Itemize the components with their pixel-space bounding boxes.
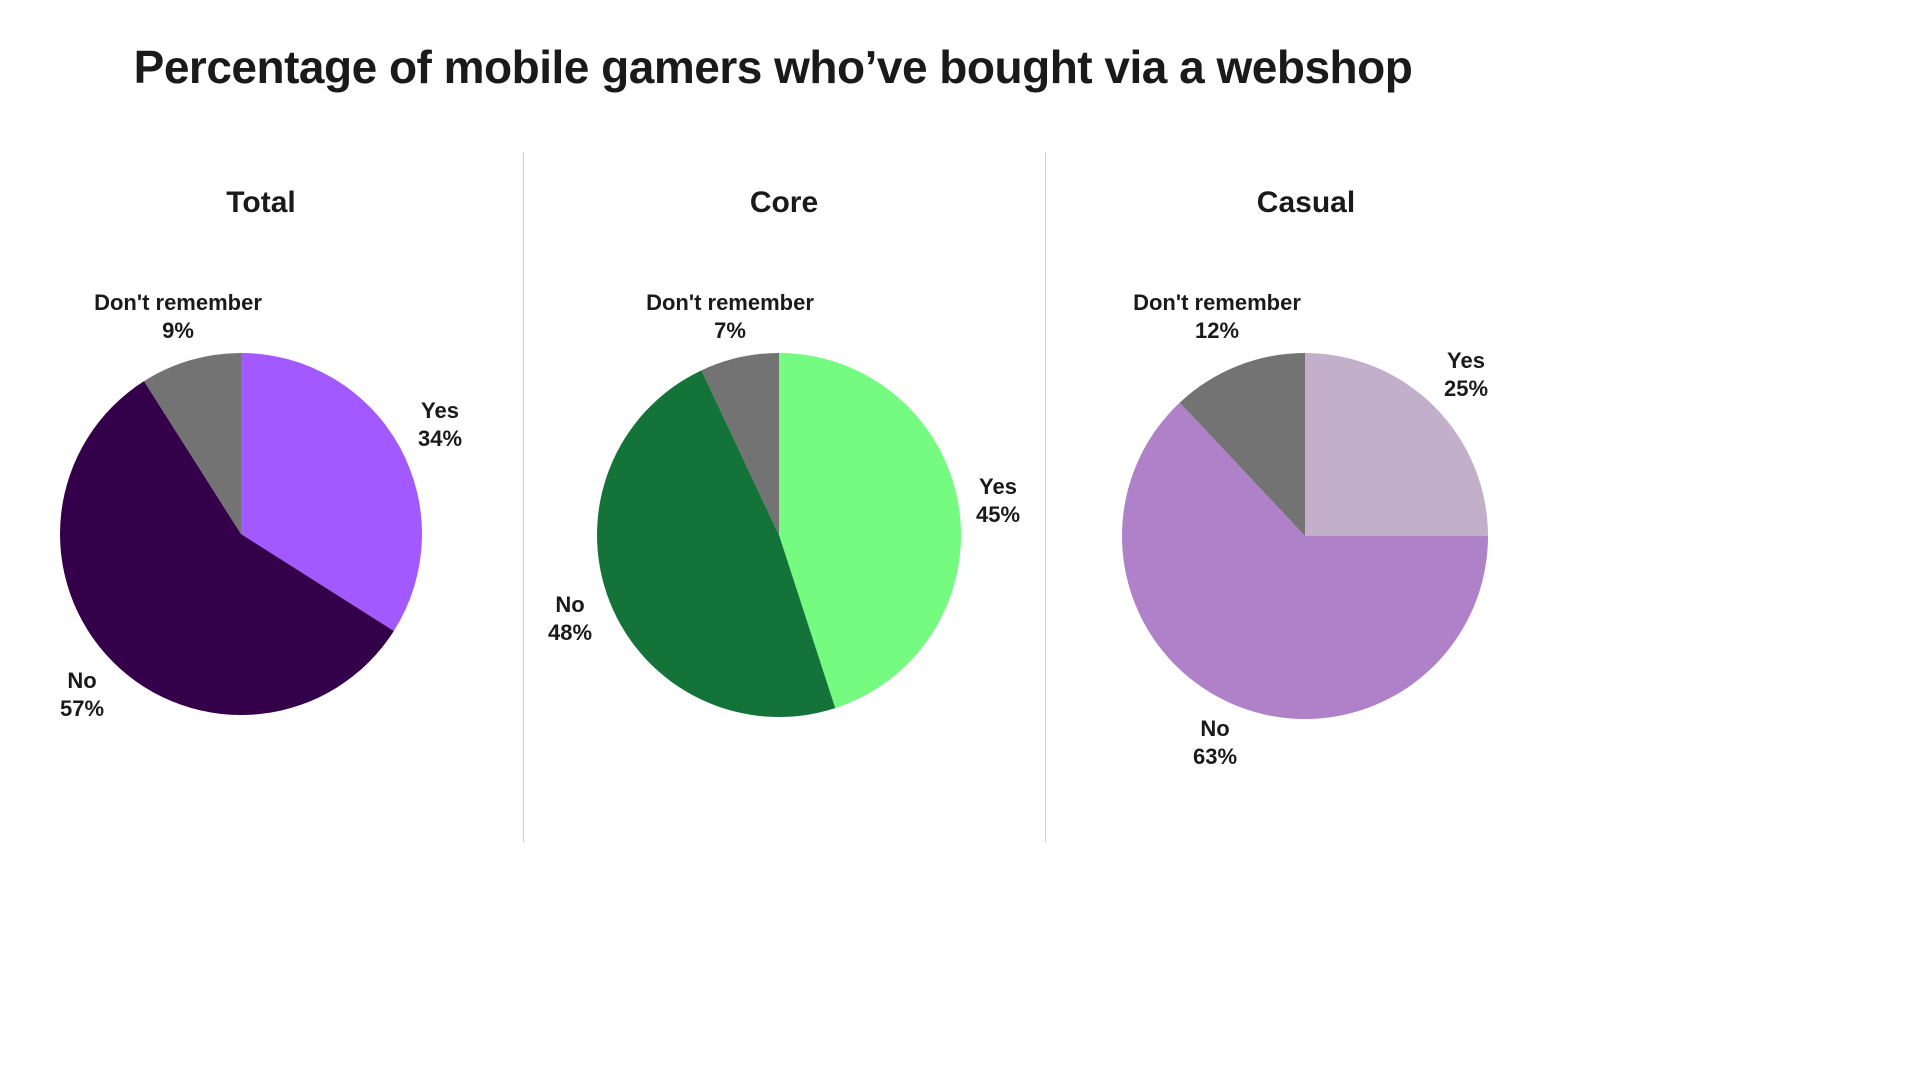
slice-category-label: Yes [979, 474, 1017, 499]
pie-title-core: Core [749, 186, 819, 219]
slice-value-label: 57% [60, 696, 104, 721]
divider [1045, 152, 1046, 842]
slice-category-label: No [67, 668, 96, 693]
chart-title: Percentage of mobile gamers who’ve bough… [133, 41, 1413, 93]
pie-title-total: Total [226, 186, 296, 219]
pie-slice-don-t-remember [1179, 353, 1305, 536]
slice-value-label: 34% [418, 426, 462, 451]
slice-value-label: 9% [162, 318, 194, 343]
pie-slice-no [60, 381, 394, 715]
pie-slice-don-t-remember [701, 353, 779, 535]
slice-category-label: Don't remember [94, 290, 262, 315]
slice-category-label: Yes [1447, 348, 1485, 373]
slice-value-label: 48% [548, 620, 592, 645]
slice-category-label: No [555, 592, 584, 617]
slice-value-label: 25% [1444, 376, 1488, 401]
pie-slice-yes [1305, 353, 1488, 536]
slice-category-label: Don't remember [646, 290, 814, 315]
slice-category-label: Don't remember [1133, 290, 1301, 315]
pie-title-casual: Casual [1256, 186, 1356, 219]
pie-charts: Yes 34% No 57% Don't remember 9% Yes 45% No 48% Do… [60, 290, 1488, 769]
divider [523, 152, 524, 842]
slice-value-label: 12% [1195, 318, 1239, 343]
slice-value-label: 45% [976, 502, 1020, 527]
slice-value-label: 7% [714, 318, 746, 343]
pie-slice-yes [241, 353, 423, 631]
pie-slice-no [1122, 402, 1488, 720]
slice-category-label: Yes [421, 398, 459, 423]
pie-slice-don-t-remember [144, 353, 241, 534]
pie-slice-no [597, 370, 836, 717]
slice-value-label: 63% [1193, 744, 1237, 769]
pie-slice-yes [779, 353, 962, 709]
slice-category-label: No [1200, 716, 1229, 741]
